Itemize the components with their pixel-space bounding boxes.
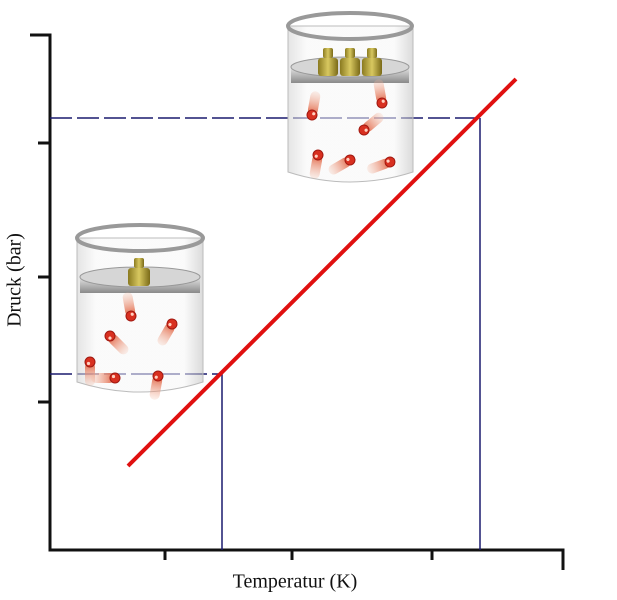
x-axis-label: Temperatur (K) bbox=[233, 571, 358, 593]
y-axis-label: Druck (bar) bbox=[4, 233, 26, 327]
pressure-temperature-line bbox=[126, 77, 518, 468]
beaker-high-pressure bbox=[286, 11, 414, 183]
axes bbox=[30, 33, 565, 570]
beaker-low-pressure bbox=[75, 223, 205, 402]
